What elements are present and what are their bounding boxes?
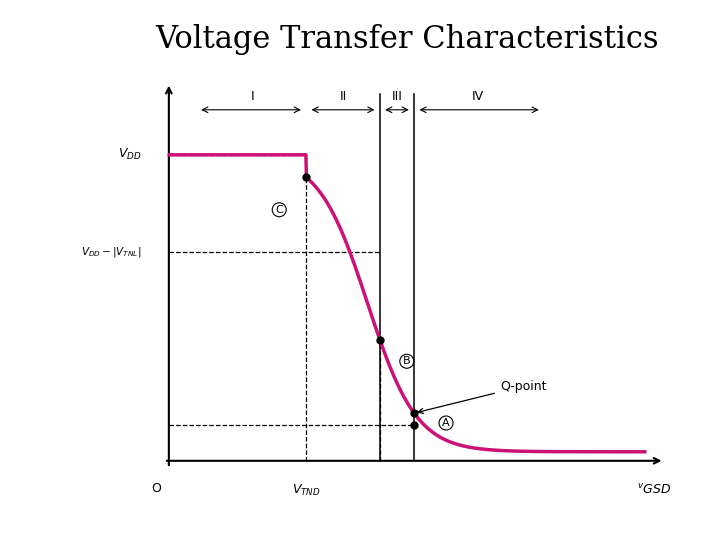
Text: II: II <box>339 90 346 103</box>
Text: $V_{DD}-|V_{TNL}|$: $V_{DD}-|V_{TNL}|$ <box>81 245 142 259</box>
Text: $V_{TND}$: $V_{TND}$ <box>292 482 320 497</box>
Point <box>408 409 420 417</box>
Text: O: O <box>152 482 161 495</box>
Point <box>374 335 386 344</box>
Title: Voltage Transfer Characteristics: Voltage Transfer Characteristics <box>155 24 659 55</box>
Text: $V_{DD}$: $V_{DD}$ <box>118 147 142 163</box>
Point <box>300 173 312 181</box>
Text: B: B <box>403 356 410 366</box>
Point <box>408 421 420 429</box>
Text: A: A <box>442 418 450 428</box>
Text: IV: IV <box>472 90 484 103</box>
Text: $^{v}GSD$: $^{v}GSD$ <box>637 482 672 496</box>
Text: III: III <box>392 90 402 103</box>
Text: I: I <box>251 90 254 103</box>
Text: Q-point: Q-point <box>418 380 546 414</box>
Text: C: C <box>275 205 283 215</box>
